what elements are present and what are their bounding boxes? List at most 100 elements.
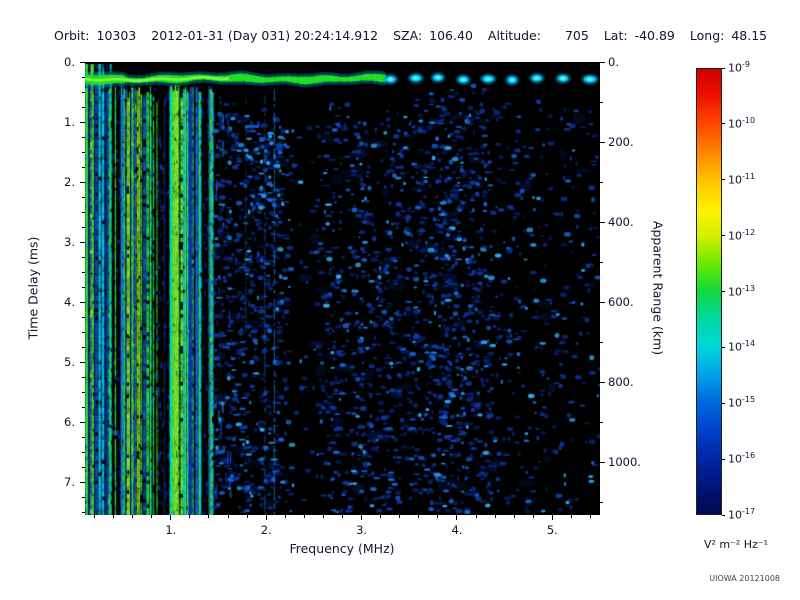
x-minor-tick-mark	[208, 515, 210, 518]
x-minor-tick-mark	[380, 515, 382, 518]
orbit-label: Orbit:	[54, 28, 90, 43]
latitude-value: -40.89	[634, 28, 675, 43]
y-axis-left-title: Time Delay (ms)	[25, 236, 41, 340]
x-minor-tick-mark	[342, 515, 343, 518]
longitude-label: Long:	[689, 28, 725, 43]
x-minor-tick-mark	[418, 515, 420, 518]
y-left-tick-label: 4.	[64, 295, 75, 309]
x-minor-tick-mark	[494, 515, 496, 518]
y-right-tick-label: 600.	[608, 295, 634, 310]
sza-value: 106.40	[429, 28, 473, 43]
x-minor-tick-mark	[589, 515, 591, 518]
sza-field: SZA: 106.40	[393, 28, 473, 43]
y-left-minor-tick-mark	[82, 496, 85, 498]
colorbar-tick-mark	[722, 402, 725, 404]
x-minor-tick-mark	[513, 515, 515, 518]
longitude-value: 48.15	[731, 28, 768, 43]
y-left-minor-tick-mark	[82, 196, 85, 198]
colorbar-tick-label: 10-12	[728, 227, 756, 243]
x-minor-tick-mark	[189, 515, 191, 518]
credit-text: UIOWA 20121008	[709, 574, 780, 583]
latitude-label: Lat:	[603, 28, 628, 43]
y-axis-right-title: Apparent Range (km)	[650, 220, 666, 356]
y-right-tick-mark	[600, 221, 605, 223]
datetime-field: 2012-01-31 (Day 031) 20:24:14.912	[151, 28, 378, 43]
colorbar-tick-mark	[722, 179, 725, 181]
colorbar-tick-mark	[722, 346, 725, 348]
y-right-tick-mark	[600, 301, 605, 303]
x-minor-tick-mark	[151, 515, 153, 518]
datetime-value: 2012-01-31 (Day 031) 20:24:14.912	[151, 28, 379, 43]
y-left-minor-tick-mark	[82, 346, 85, 348]
y-left-minor-tick-mark	[82, 286, 85, 288]
y-left-minor-tick-mark	[82, 451, 85, 453]
x-tick-mark	[551, 515, 553, 520]
y-left-tick-mark	[80, 121, 85, 123]
y-left-minor-tick-mark	[82, 136, 85, 138]
x-minor-tick-mark	[322, 515, 324, 518]
x-minor-tick-mark	[246, 515, 248, 518]
y-right-tick-label: 0.	[608, 55, 619, 69]
latitude-field: Lat: -40.89	[604, 28, 675, 43]
y-left-minor-tick-mark	[82, 511, 85, 513]
colorbar-tick-label: 10-9	[728, 60, 750, 75]
y-right-tick-label: 1000.	[608, 455, 641, 470]
x-tick-mark	[361, 515, 363, 520]
y-right-tick-label: 400.	[608, 215, 634, 230]
y-right-minor-tick-mark	[600, 101, 603, 103]
x-minor-tick-mark	[475, 515, 477, 518]
colorbar-tick-label: 10-14	[728, 339, 756, 355]
y-left-tick-label: 7.	[64, 475, 75, 489]
y-left-minor-tick-mark	[82, 166, 85, 168]
orbit-field: Orbit: 10303	[54, 28, 136, 43]
colorbar-tick-label: 10-11	[728, 171, 756, 187]
altitude-value: 705	[564, 28, 589, 43]
colorbar-tick-mark	[722, 458, 725, 460]
colorbar-tick-label: 10-15	[728, 395, 756, 410]
orbit-value: 10303	[96, 28, 137, 43]
colorbar-tick-mark	[722, 123, 725, 125]
colorbar-tick-mark	[722, 235, 725, 237]
y-right-tick-label: 800.	[608, 375, 634, 390]
y-left-minor-tick-mark	[82, 211, 85, 213]
x-minor-tick-mark	[284, 515, 286, 518]
x-tick-label: 5.	[546, 523, 558, 537]
y-left-tick-label: 6.	[64, 415, 75, 429]
longitude-field: Long: 48.15	[690, 28, 767, 43]
colorbar-tick-mark	[722, 67, 725, 69]
x-tick-mark	[456, 515, 458, 520]
y-left-tick-label: 5.	[64, 355, 75, 369]
y-left-tick-label: 1.	[64, 115, 75, 129]
y-left-minor-tick-mark	[82, 151, 85, 153]
x-tick-label: 3.	[356, 523, 368, 537]
y-left-minor-tick-mark	[82, 391, 85, 393]
y-left-tick-label: 3.	[64, 235, 75, 249]
colorbar-tick-label: 10-16	[728, 451, 756, 466]
y-right-tick-mark	[600, 141, 605, 143]
x-minor-tick-mark	[399, 515, 401, 518]
y-right-minor-tick-mark	[600, 341, 603, 343]
y-left-minor-tick-mark	[82, 256, 85, 258]
altitude-label: Altitude:	[487, 28, 541, 43]
y-right-tick-mark	[600, 61, 605, 63]
y-right-tick-mark	[600, 461, 605, 463]
y-left-minor-tick-mark	[82, 376, 85, 378]
y-right-tick-label: 200.	[608, 135, 634, 150]
y-left-minor-tick-mark	[82, 316, 85, 318]
y-left-minor-tick-mark	[82, 331, 85, 333]
y-left-tick-label: 0.	[64, 55, 75, 69]
y-left-minor-tick-mark	[82, 226, 85, 228]
y-left-tick-mark	[80, 241, 85, 243]
y-left-tick-label: 2.	[64, 175, 75, 189]
y-left-minor-tick-mark	[82, 106, 85, 108]
y-left-minor-tick-mark	[82, 76, 85, 78]
x-tick-label: 1.	[165, 523, 177, 537]
y-left-minor-tick-mark	[82, 466, 85, 468]
colorbar-tick-label: 10-13	[728, 283, 756, 299]
y-right-minor-tick-mark	[600, 181, 603, 183]
y-left-tick-mark	[80, 481, 85, 483]
y-right-minor-tick-mark	[600, 501, 603, 503]
x-minor-tick-mark	[227, 515, 229, 518]
y-left-tick-mark	[80, 361, 85, 363]
